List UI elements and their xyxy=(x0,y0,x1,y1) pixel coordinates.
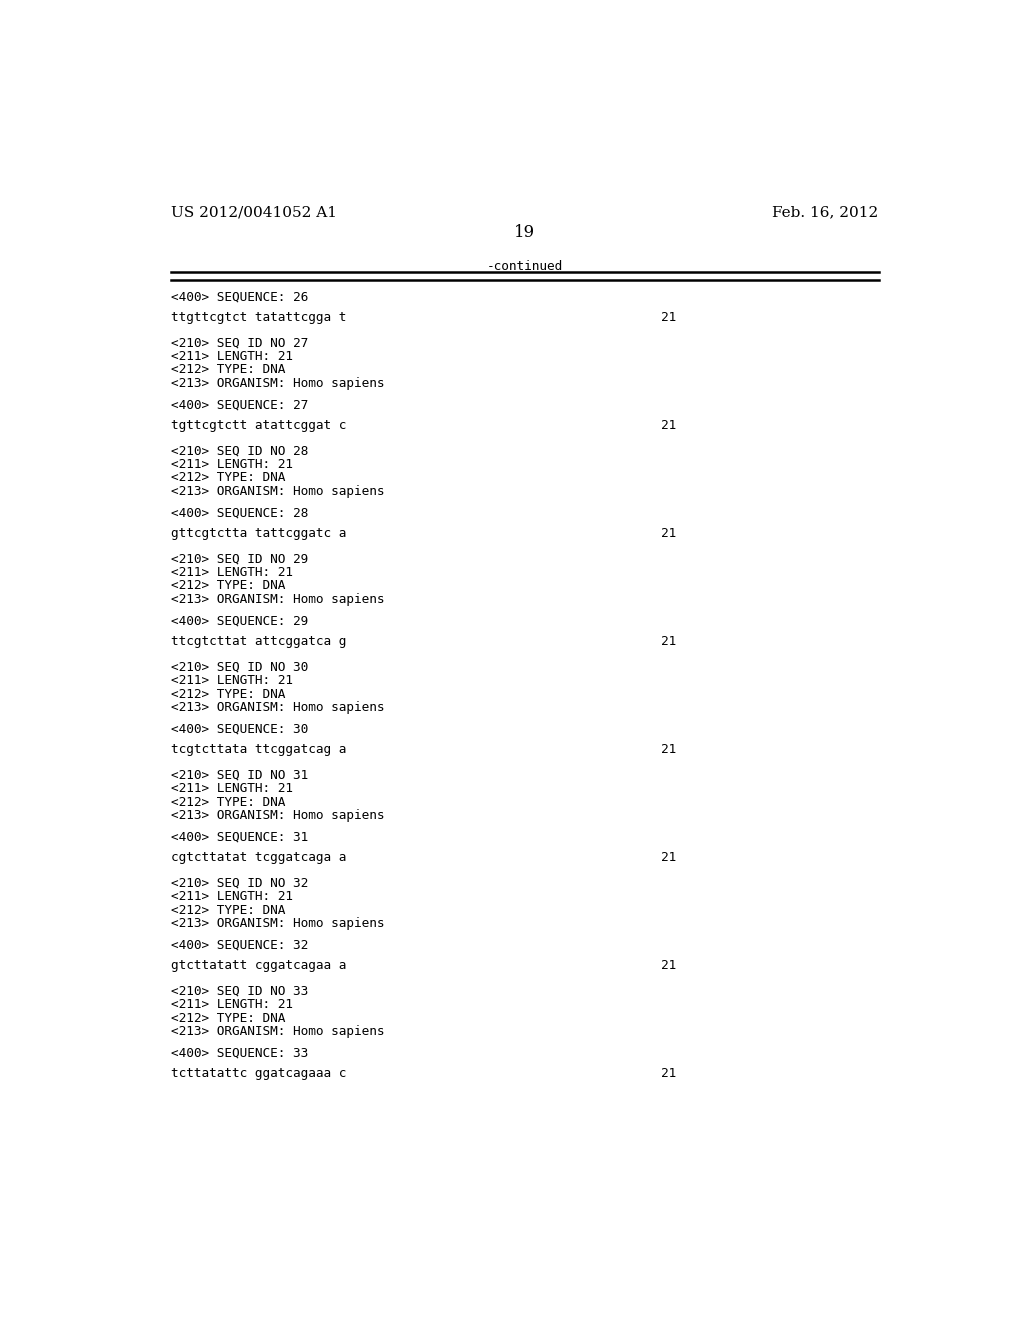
Text: <400> SEQUENCE: 29: <400> SEQUENCE: 29 xyxy=(171,615,308,628)
Text: <213> ORGANISM: Homo sapiens: <213> ORGANISM: Homo sapiens xyxy=(171,484,384,498)
Text: 21: 21 xyxy=(662,743,677,756)
Text: -continued: -continued xyxy=(486,260,563,273)
Text: <400> SEQUENCE: 33: <400> SEQUENCE: 33 xyxy=(171,1047,308,1060)
Text: <212> TYPE: DNA: <212> TYPE: DNA xyxy=(171,471,286,484)
Text: 21: 21 xyxy=(662,851,677,865)
Text: <400> SEQUENCE: 31: <400> SEQUENCE: 31 xyxy=(171,830,308,843)
Text: <212> TYPE: DNA: <212> TYPE: DNA xyxy=(171,579,286,593)
Text: tcgtcttata ttcggatcag a: tcgtcttata ttcggatcag a xyxy=(171,743,346,756)
Text: <211> LENGTH: 21: <211> LENGTH: 21 xyxy=(171,998,293,1011)
Text: <210> SEQ ID NO 31: <210> SEQ ID NO 31 xyxy=(171,768,308,781)
Text: tcttatattc ggatcagaaa c: tcttatattc ggatcagaaa c xyxy=(171,1068,346,1080)
Text: <211> LENGTH: 21: <211> LENGTH: 21 xyxy=(171,458,293,471)
Text: 21: 21 xyxy=(662,635,677,648)
Text: cgtcttatat tcggatcaga a: cgtcttatat tcggatcaga a xyxy=(171,851,346,865)
Text: Feb. 16, 2012: Feb. 16, 2012 xyxy=(772,205,879,219)
Text: 21: 21 xyxy=(662,527,677,540)
Text: 21: 21 xyxy=(662,1068,677,1080)
Text: <212> TYPE: DNA: <212> TYPE: DNA xyxy=(171,1011,286,1024)
Text: gtcttatatt cggatcagaa a: gtcttatatt cggatcagaa a xyxy=(171,960,346,973)
Text: <211> LENGTH: 21: <211> LENGTH: 21 xyxy=(171,890,293,903)
Text: <211> LENGTH: 21: <211> LENGTH: 21 xyxy=(171,350,293,363)
Text: <213> ORGANISM: Homo sapiens: <213> ORGANISM: Homo sapiens xyxy=(171,593,384,606)
Text: <210> SEQ ID NO 28: <210> SEQ ID NO 28 xyxy=(171,445,308,457)
Text: ttgttcgtct tatattcgga t: ttgttcgtct tatattcgga t xyxy=(171,310,346,323)
Text: gttcgtctta tattcggatc a: gttcgtctta tattcggatc a xyxy=(171,527,346,540)
Text: ttcgtcttat attcggatca g: ttcgtcttat attcggatca g xyxy=(171,635,346,648)
Text: US 2012/0041052 A1: US 2012/0041052 A1 xyxy=(171,205,337,219)
Text: tgttcgtctt atattcggat c: tgttcgtctt atattcggat c xyxy=(171,418,346,432)
Text: 21: 21 xyxy=(662,960,677,973)
Text: <400> SEQUENCE: 28: <400> SEQUENCE: 28 xyxy=(171,507,308,520)
Text: <213> ORGANISM: Homo sapiens: <213> ORGANISM: Homo sapiens xyxy=(171,917,384,931)
Text: <210> SEQ ID NO 32: <210> SEQ ID NO 32 xyxy=(171,876,308,890)
Text: 19: 19 xyxy=(514,224,536,242)
Text: <210> SEQ ID NO 29: <210> SEQ ID NO 29 xyxy=(171,552,308,565)
Text: <211> LENGTH: 21: <211> LENGTH: 21 xyxy=(171,566,293,579)
Text: <400> SEQUENCE: 27: <400> SEQUENCE: 27 xyxy=(171,399,308,412)
Text: <400> SEQUENCE: 26: <400> SEQUENCE: 26 xyxy=(171,290,308,304)
Text: <212> TYPE: DNA: <212> TYPE: DNA xyxy=(171,796,286,809)
Text: 21: 21 xyxy=(662,310,677,323)
Text: <400> SEQUENCE: 30: <400> SEQUENCE: 30 xyxy=(171,723,308,735)
Text: <212> TYPE: DNA: <212> TYPE: DNA xyxy=(171,363,286,376)
Text: <212> TYPE: DNA: <212> TYPE: DNA xyxy=(171,904,286,916)
Text: 21: 21 xyxy=(662,418,677,432)
Text: <212> TYPE: DNA: <212> TYPE: DNA xyxy=(171,688,286,701)
Text: <211> LENGTH: 21: <211> LENGTH: 21 xyxy=(171,675,293,686)
Text: <211> LENGTH: 21: <211> LENGTH: 21 xyxy=(171,781,293,795)
Text: <210> SEQ ID NO 30: <210> SEQ ID NO 30 xyxy=(171,660,308,673)
Text: <213> ORGANISM: Homo sapiens: <213> ORGANISM: Homo sapiens xyxy=(171,809,384,822)
Text: <213> ORGANISM: Homo sapiens: <213> ORGANISM: Homo sapiens xyxy=(171,378,384,389)
Text: <213> ORGANISM: Homo sapiens: <213> ORGANISM: Homo sapiens xyxy=(171,701,384,714)
Text: <210> SEQ ID NO 33: <210> SEQ ID NO 33 xyxy=(171,985,308,998)
Text: <400> SEQUENCE: 32: <400> SEQUENCE: 32 xyxy=(171,939,308,952)
Text: <210> SEQ ID NO 27: <210> SEQ ID NO 27 xyxy=(171,337,308,350)
Text: <213> ORGANISM: Homo sapiens: <213> ORGANISM: Homo sapiens xyxy=(171,1026,384,1039)
